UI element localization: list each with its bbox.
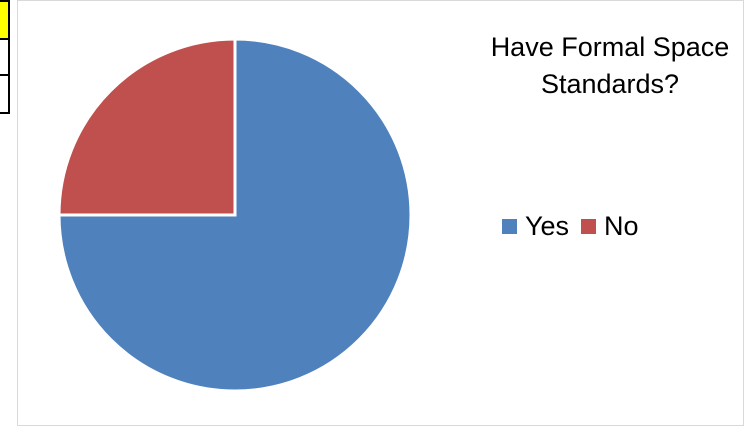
pie-chart — [57, 37, 413, 393]
legend-label: No — [604, 210, 639, 241]
pie-slice-yes[interactable] — [57, 37, 413, 393]
pie-slice-no[interactable] — [57, 37, 237, 217]
chart-legend: Yes No — [502, 206, 651, 246]
legend-swatch — [581, 218, 597, 234]
legend-item-yes: Yes — [502, 211, 569, 242]
legend-item-no: No — [581, 211, 639, 242]
legend-swatch — [502, 218, 517, 234]
spreadsheet-cell — [0, 38, 10, 76]
spreadsheet-cell-highlighted — [0, 0, 10, 40]
background-spreadsheet-cells — [0, 0, 14, 116]
legend-label: Yes — [525, 210, 570, 241]
chart-title: Have Formal Space Standards? — [490, 32, 730, 99]
chart-area[interactable]: Have Formal Space Standards? Yes No — [17, 0, 744, 426]
spreadsheet-cell — [0, 74, 10, 114]
